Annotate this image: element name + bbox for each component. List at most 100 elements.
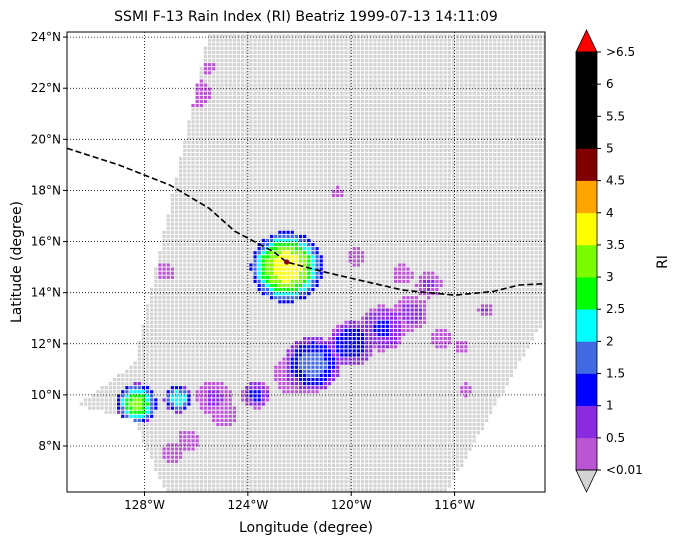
rain-index-cell — [236, 386, 241, 390]
rain-index-cell — [476, 353, 480, 357]
rain-index-cell — [389, 304, 394, 308]
rain-index-cell — [369, 341, 373, 345]
rain-index-cell — [257, 439, 261, 443]
rain-index-cell — [393, 292, 398, 296]
rain-index-cell — [290, 279, 294, 283]
rain-index-cell — [241, 402, 245, 406]
rain-index-cell — [456, 275, 460, 279]
rain-index-cell — [179, 471, 183, 476]
rain-index-cell — [402, 439, 406, 443]
rain-index-cell — [501, 324, 505, 328]
rain-index-cell — [207, 292, 212, 296]
rain-index-cell — [493, 377, 497, 382]
rain-index-cell — [381, 320, 385, 324]
rain-index-cell — [406, 328, 410, 333]
rain-index-cell — [286, 394, 290, 398]
rain-index-cell — [348, 353, 352, 357]
rain-index-cell — [249, 275, 253, 279]
rain-index-cell — [278, 443, 282, 447]
rain-index-cell — [170, 398, 174, 402]
rain-index-cell — [431, 402, 435, 406]
rain-index-cell — [340, 410, 344, 414]
rain-index-cell — [422, 414, 427, 418]
rain-index-cell — [418, 377, 423, 382]
rain-index-cell — [422, 480, 427, 484]
rain-index-cell — [414, 377, 418, 382]
rain-index-cell — [245, 267, 249, 271]
rain-index-cell — [501, 279, 505, 283]
rain-index-cell — [538, 296, 542, 300]
rain-index-cell — [216, 406, 220, 410]
rain-index-cell — [100, 394, 104, 398]
rain-index-cell — [228, 271, 232, 275]
rain-index-cell — [286, 484, 290, 488]
rain-index-cell — [112, 394, 117, 398]
rain-index-cell — [294, 443, 298, 447]
rain-index-cell — [538, 304, 542, 308]
rain-index-cell — [460, 382, 464, 386]
rain-index-cell — [323, 349, 327, 353]
rain-index-cell — [257, 426, 261, 431]
rain-index-cell — [232, 406, 236, 410]
rain-index-cell — [158, 300, 162, 304]
rain-index-cell — [489, 304, 493, 308]
rain-index-cell — [187, 365, 191, 369]
rain-index-cell — [385, 283, 389, 288]
rain-index-cell — [274, 369, 278, 373]
rain-index-cell — [199, 406, 203, 410]
rain-index-cell — [406, 304, 410, 308]
rain-index-cell — [236, 267, 241, 271]
rain-index-cell — [294, 308, 298, 312]
rain-index-cell — [303, 308, 307, 312]
rain-index-cell — [389, 337, 394, 341]
rain-index-cell — [435, 345, 439, 349]
rain-index-cell — [381, 443, 385, 447]
rain-index-cell — [360, 353, 365, 357]
rain-index-cell — [121, 386, 125, 390]
rain-index-cell — [253, 361, 257, 365]
rain-index-cell — [170, 365, 174, 369]
rain-index-cell — [179, 451, 183, 455]
rain-index-cell — [158, 394, 162, 398]
rain-index-cell — [476, 279, 480, 283]
rain-index-cell — [174, 357, 179, 361]
rain-index-cell — [257, 390, 261, 394]
rain-index-cell — [303, 480, 307, 484]
rain-index-cell — [183, 332, 187, 337]
rain-index-cell — [344, 361, 348, 365]
rain-index-cell — [505, 377, 509, 382]
rain-index-cell — [385, 463, 389, 467]
rain-index-cell — [195, 439, 199, 443]
rain-index-cell — [179, 382, 183, 386]
rain-index-cell — [241, 353, 245, 357]
rain-index-cell — [464, 410, 468, 414]
rain-index-cell — [348, 480, 352, 484]
rain-index-cell — [344, 320, 348, 324]
rain-index-cell — [431, 484, 435, 488]
rain-index-cell — [220, 353, 224, 357]
rain-index-cell — [451, 349, 456, 353]
rain-index-cell — [195, 369, 199, 373]
rain-index-cell — [253, 377, 257, 382]
rain-index-cell — [402, 418, 406, 422]
rain-index-cell — [290, 283, 294, 288]
rain-index-cell — [472, 304, 476, 308]
rain-index-cell — [389, 422, 394, 427]
rain-index-cell — [162, 382, 166, 386]
rain-index-cell — [348, 471, 352, 476]
rain-index-cell — [203, 471, 208, 476]
rain-index-cell — [336, 373, 340, 378]
rain-index-cell — [443, 435, 447, 439]
rain-index-cell — [435, 316, 439, 320]
rain-index-cell — [257, 447, 261, 451]
rain-index-cell — [162, 422, 166, 427]
rain-index-cell — [435, 471, 439, 476]
rain-index-cell — [365, 328, 369, 333]
rain-index-cell — [373, 426, 377, 431]
rain-index-cell — [253, 451, 257, 455]
rain-index-cell — [360, 345, 365, 349]
rain-index-cell — [365, 426, 369, 431]
rain-index-cell — [121, 390, 125, 394]
rain-index-cell — [323, 332, 327, 337]
rain-index-cell — [480, 414, 485, 418]
